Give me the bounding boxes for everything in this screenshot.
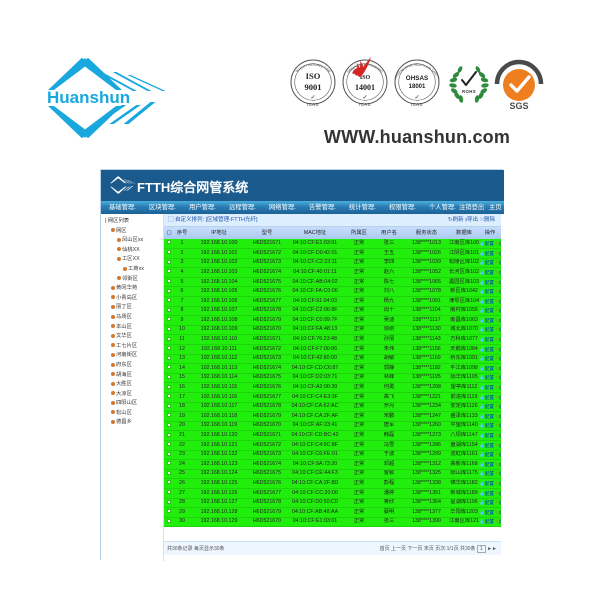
- svg-text:14001: 14001: [355, 83, 375, 92]
- svg-text:✓: ✓: [414, 95, 419, 101]
- svg-text:SGS: SGS: [509, 101, 528, 111]
- svg-text:9001: 9001: [305, 82, 322, 92]
- svg-text:✓: ✓: [362, 95, 367, 101]
- svg-text:ICAS: ICAS: [411, 102, 423, 107]
- svg-text:✓: ✓: [310, 95, 315, 101]
- svg-text:ROHS: ROHS: [462, 89, 476, 94]
- svg-text:OHSAS: OHSAS: [406, 75, 428, 82]
- svg-text:ICAS: ICAS: [307, 102, 319, 107]
- svg-text:ICAS: ICAS: [359, 102, 371, 107]
- svg-text:18001: 18001: [409, 84, 426, 90]
- svg-text:ISO: ISO: [360, 75, 371, 81]
- svg-text:Huanshun: Huanshun: [47, 88, 130, 107]
- svg-text:ISO: ISO: [306, 71, 321, 81]
